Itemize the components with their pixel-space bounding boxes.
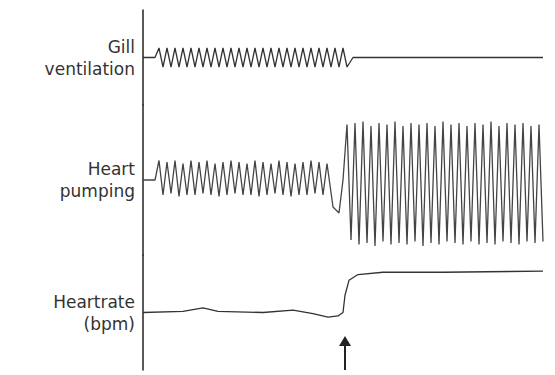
svg-text:Gill: Gill (108, 37, 135, 57)
svg-text:ventilation: ventilation (45, 59, 135, 79)
svg-text:Heart: Heart (88, 159, 136, 179)
svg-text:(bpm): (bpm) (84, 314, 135, 334)
svg-text:pumping: pumping (60, 181, 135, 201)
svg-text:Heartrate: Heartrate (53, 292, 135, 312)
